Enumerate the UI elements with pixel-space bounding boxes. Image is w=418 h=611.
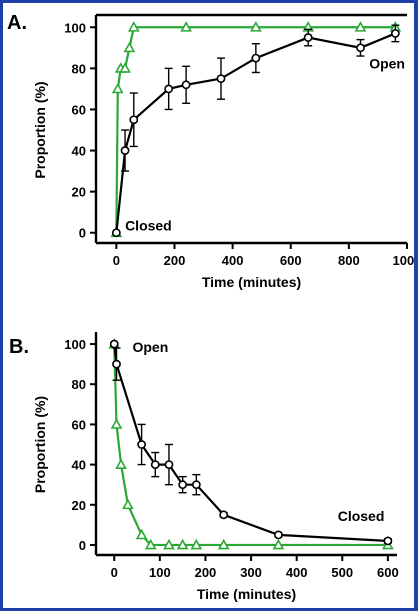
x-tick-label: 200 [195,565,217,580]
data-point-triangle [250,21,262,32]
data-point-circle [120,146,130,155]
data-point-triangle [354,21,367,32]
data-point-triangle [122,498,134,510]
series-line-green [113,344,388,547]
data-point-circle [129,115,139,125]
data-point-circle [150,460,160,469]
data-point-circle [178,480,188,490]
y-tick-label: 100 [64,20,86,35]
x-tick-label: 400 [222,253,244,268]
y-tick-label: 40 [72,458,86,473]
panel-label: A. [7,12,27,34]
data-point-triangle [127,21,140,32]
y-tick-label: 60 [72,102,86,117]
data-point-triangle [217,538,230,550]
data-point-triangle [144,538,157,550]
x-tick-label: 800 [338,253,360,268]
x-tick-label: 100 [149,565,171,580]
data-point-circle [181,80,191,90]
y-tick-label: 0 [79,226,86,241]
series-line-black [115,32,396,233]
y-tick-label: 80 [72,61,86,76]
data-point-circle [137,440,147,449]
panel-label: B. [9,336,29,358]
chart-canvas: A.02040608010002004006008001000Time (min… [7,12,414,602]
y-tick-label: 80 [72,377,86,392]
y-tick-label: 20 [72,498,86,513]
x-axis-label: Time (minutes) [197,586,296,602]
data-point-circle [251,53,261,63]
annotation-closed: Closed [338,508,385,524]
data-point-triangle [180,21,192,32]
x-tick-label: 0 [111,565,118,580]
data-point-triangle [110,418,123,429]
annotation-closed: Closed [125,218,172,234]
data-point-triangle [119,62,131,73]
x-tick-label: 500 [331,565,353,580]
data-point-circle [274,530,283,540]
x-axis-label: Time (minutes) [202,274,301,290]
data-point-circle [164,460,174,469]
data-point-circle [216,74,226,84]
x-tick-label: 200 [164,253,186,268]
x-tick-label: 400 [286,565,308,580]
x-tick-label: 600 [280,253,302,268]
series-line-black [113,343,388,543]
data-point-circle [112,359,121,369]
data-point-circle [303,33,313,42]
data-point-triangle [123,41,136,53]
annotation-open: Open [132,339,168,355]
data-point-triangle [163,538,175,550]
data-point-triangle [176,538,189,550]
data-point-circle [111,228,121,238]
chart-panel-b: B. 0 20 40 60 80 100 0 100 200 300 400 500 600 Time (m… [9,332,399,602]
data-point-triangle [135,528,148,540]
data-point-circle [164,84,174,94]
chart-panel-a: A.02040608010002004006008001000Time (min… [7,12,414,290]
x-tick-label: 300 [240,565,262,580]
y-tick-label: 0 [79,538,86,553]
data-point-triangle [111,82,124,94]
data-point-circle [390,29,400,38]
y-tick-label: 100 [64,337,86,352]
data-point-triangle [272,538,285,550]
data-point-circle [356,43,365,53]
y-tick-label: 60 [72,417,86,432]
data-point-circle [191,480,201,490]
data-point-circle [109,339,119,349]
y-axis-label: Proportion (%) [32,81,48,178]
y-tick-label: 20 [72,185,86,200]
y-tick-label: 40 [72,144,86,159]
data-point-triangle [190,538,203,550]
x-tick-label: 0 [113,253,120,268]
y-axis-label: Proportion (%) [32,396,48,493]
data-point-circle [219,510,229,520]
annotation-open: Open [369,55,405,71]
x-tick-label: 600 [377,565,399,580]
data-point-circle [383,536,393,546]
data-point-triangle [115,458,127,469]
